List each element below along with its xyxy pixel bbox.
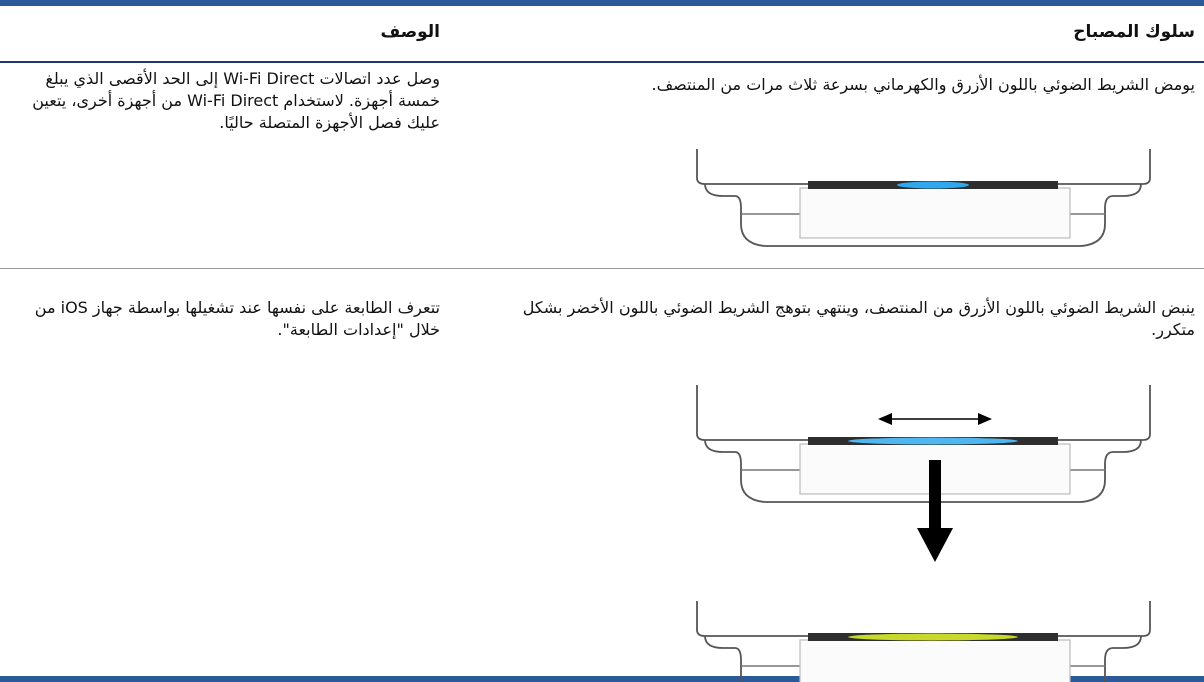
printer-illustration xyxy=(696,148,1151,247)
header-rule xyxy=(0,61,1204,63)
row-description: وصل عدد اتصالات Wi-Fi Direct إلى الحد ال… xyxy=(32,69,440,132)
width-arrow xyxy=(878,413,992,425)
row-description: تتعرف الطابعة على نفسها عند تشغيلها بواس… xyxy=(34,298,440,339)
row-behavior: يومض الشريط الضوئي باللون الأزرق والكهرم… xyxy=(651,75,1195,94)
printer-illustration xyxy=(696,385,1151,503)
row-behavior: ينبض الشريط الضوئي باللون الأزرق من المن… xyxy=(522,298,1195,339)
down-arrow xyxy=(917,460,953,562)
top-bar xyxy=(0,0,1204,6)
header-behavior: سلوك المصباح xyxy=(1073,22,1195,42)
bottom-bar xyxy=(0,676,1204,682)
printer-illustration xyxy=(696,600,1151,682)
row-divider xyxy=(0,268,1204,269)
header-description: الوصف xyxy=(380,22,440,42)
